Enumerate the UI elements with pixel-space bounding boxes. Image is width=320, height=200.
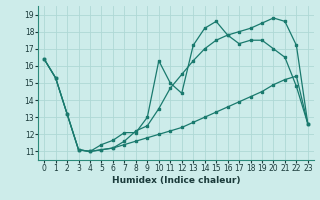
X-axis label: Humidex (Indice chaleur): Humidex (Indice chaleur) bbox=[112, 176, 240, 185]
